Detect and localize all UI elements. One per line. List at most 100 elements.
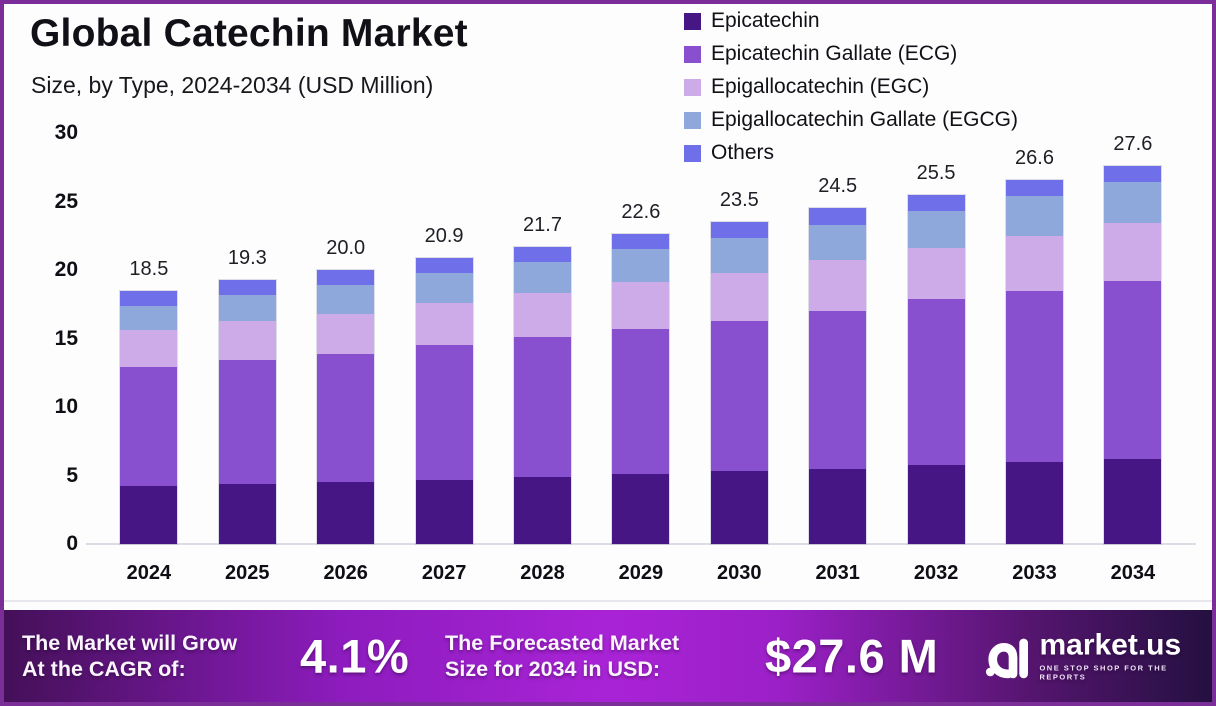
bar-segment-epicatechin-gallate-ecg — [1006, 290, 1063, 462]
y-axis-tick-label: 10 — [54, 395, 78, 418]
bar-segment-epicatechin — [415, 479, 473, 544]
bar-segment-epicatechin — [1006, 461, 1063, 544]
bar-segment-epicatechin — [612, 474, 670, 544]
bar-2025 — [218, 279, 276, 544]
bar-segment-epigallocatechin-egc — [1104, 223, 1162, 281]
bar-segment-others — [1006, 179, 1063, 197]
bar-segment-epicatechin-gallate-ecg — [809, 311, 867, 469]
chart-legend: Epicatechin Epicatechin Gallate (ECG) Epig… — [684, 9, 1018, 165]
footer-banner: The Market will Grow At the CAGR of: 4.1… — [4, 610, 1212, 702]
bar-segment-epigallocatechin-gallate-egcg — [415, 272, 473, 303]
brand-logo: market.us ONE STOP SHOP FOR THE REPORTS — [985, 630, 1212, 682]
bar-segment-epigallocatechin-egc — [907, 248, 965, 299]
x-axis-label: 2030 — [717, 562, 762, 584]
bar-segment-epigallocatechin-gallate-egcg — [317, 285, 375, 314]
cagr-label: The Market will Grow At the CAGR of: — [22, 630, 237, 682]
legend-label: Epicatechin — [711, 9, 820, 32]
market-us-logo-icon — [985, 638, 1029, 678]
bar-2029 — [612, 234, 670, 544]
y-axis-tick-label: 30 — [54, 121, 78, 144]
bar-segment-others — [1104, 165, 1162, 183]
legend-label: Others — [711, 141, 775, 164]
bar-segment-epicatechin-gallate-ecg — [514, 337, 571, 477]
bar-2028 — [514, 246, 571, 544]
bar-total-label: 24.5 — [818, 175, 858, 198]
bar-total-label: 23.5 — [719, 189, 759, 212]
bar-segment-others — [120, 290, 178, 306]
bar-segment-others — [514, 246, 571, 262]
bar-segment-epigallocatechin-egc — [218, 320, 276, 361]
x-axis-label: 2034 — [1110, 562, 1156, 584]
bar-segment-epigallocatechin-gallate-egcg — [809, 224, 867, 261]
bar-segment-epigallocatechin-gallate-egcg — [120, 305, 178, 331]
x-axis-label: 2031 — [815, 562, 860, 584]
x-axis-label: 2026 — [323, 562, 368, 584]
bar-2033 — [1006, 179, 1063, 544]
legend-item: Epigallocatechin (EGC) — [684, 75, 1018, 99]
bar-segment-epigallocatechin-egc — [710, 272, 768, 321]
bar-segment-epicatechin — [514, 476, 571, 544]
bar-total-label: 20.9 — [424, 224, 464, 247]
bar-segment-epigallocatechin-egc — [1006, 235, 1063, 291]
bar-total-label: 18.5 — [129, 257, 169, 280]
bar-2031 — [809, 208, 867, 544]
forecast-value: $27.6 M — [765, 629, 939, 683]
bar-segment-epicatechin — [1104, 459, 1162, 544]
legend-item: Epicatechin Gallate (ECG) — [684, 42, 1018, 66]
bar-segment-others — [218, 279, 276, 295]
legend-label: Epigallocatechin (EGC) — [711, 75, 930, 98]
x-axis-label: 2028 — [520, 562, 565, 584]
forecast-label-line1: The Forecasted Market — [445, 631, 680, 655]
bar-2026 — [317, 270, 375, 544]
bar-2027 — [415, 257, 473, 544]
bar-segment-epicatechin — [710, 471, 768, 544]
bar-total-label: 26.6 — [1015, 146, 1054, 169]
legend-item: Epicatechin — [684, 9, 1018, 33]
x-axis-line — [86, 543, 1196, 545]
bar-total-label: 27.6 — [1113, 132, 1153, 155]
y-axis-tick-label: 15 — [54, 326, 78, 350]
cagr-label-line1: The Market will Grow — [22, 631, 238, 655]
bar-segment-epicatechin-gallate-ecg — [907, 298, 965, 465]
separator-line — [4, 600, 1212, 602]
bar-segment-others — [907, 194, 965, 212]
legend-swatch-icon — [684, 144, 701, 162]
page-subtitle: Size, by Type, 2024-2034 (USD Million) — [31, 72, 434, 98]
legend-swatch-icon — [684, 45, 701, 63]
bar-segment-epicatechin — [218, 483, 276, 544]
legend-swatch-icon — [684, 12, 701, 30]
bar-segment-epigallocatechin-egc — [612, 282, 670, 329]
bar-2034 — [1104, 165, 1162, 544]
bar-2030 — [710, 222, 768, 544]
bar-total-label: 19.3 — [227, 246, 267, 269]
bar-segment-epigallocatechin-egc — [120, 330, 178, 368]
bar-segment-epigallocatechin-gallate-egcg — [1104, 182, 1162, 224]
bar-segment-epigallocatechin-egc — [415, 302, 473, 346]
bar-segment-epigallocatechin-gallate-egcg — [218, 294, 276, 321]
bar-segment-epigallocatechin-egc — [809, 260, 867, 312]
forecast-label-line2: Size for 2034 in USD: — [445, 657, 661, 681]
legend-label: Epigallocatechin Gallate (EGCG) — [711, 108, 1018, 131]
legend-item: Others — [684, 141, 1018, 165]
bar-segment-epicatechin-gallate-ecg — [710, 320, 768, 472]
bar-total-label: 21.7 — [523, 213, 562, 236]
bar-segment-epigallocatechin-gallate-egcg — [1006, 196, 1063, 236]
bar-segment-epigallocatechin-gallate-egcg — [710, 238, 768, 273]
bar-2024 — [120, 290, 178, 544]
bar-segment-epicatechin — [317, 482, 375, 544]
bar-segment-epigallocatechin-gallate-egcg — [907, 211, 965, 249]
cagr-label-line2: At the CAGR of: — [22, 657, 186, 681]
bar-segment-epigallocatechin-gallate-egcg — [514, 261, 571, 294]
x-axis-label: 2029 — [618, 562, 664, 584]
bar-segment-others — [415, 257, 473, 273]
x-axis-label: 2033 — [1012, 562, 1057, 584]
legend-swatch-icon — [684, 78, 701, 96]
page-title: Global Catechin Market — [30, 12, 468, 55]
bar-segment-others — [612, 234, 670, 250]
bar-segment-epicatechin-gallate-ecg — [218, 360, 276, 484]
bar-segment-epicatechin-gallate-ecg — [1104, 280, 1162, 460]
bar-segment-others — [710, 222, 768, 239]
legend-label: Epicatechin Gallate (ECG) — [711, 42, 958, 65]
x-axis-label: 2032 — [913, 562, 959, 584]
